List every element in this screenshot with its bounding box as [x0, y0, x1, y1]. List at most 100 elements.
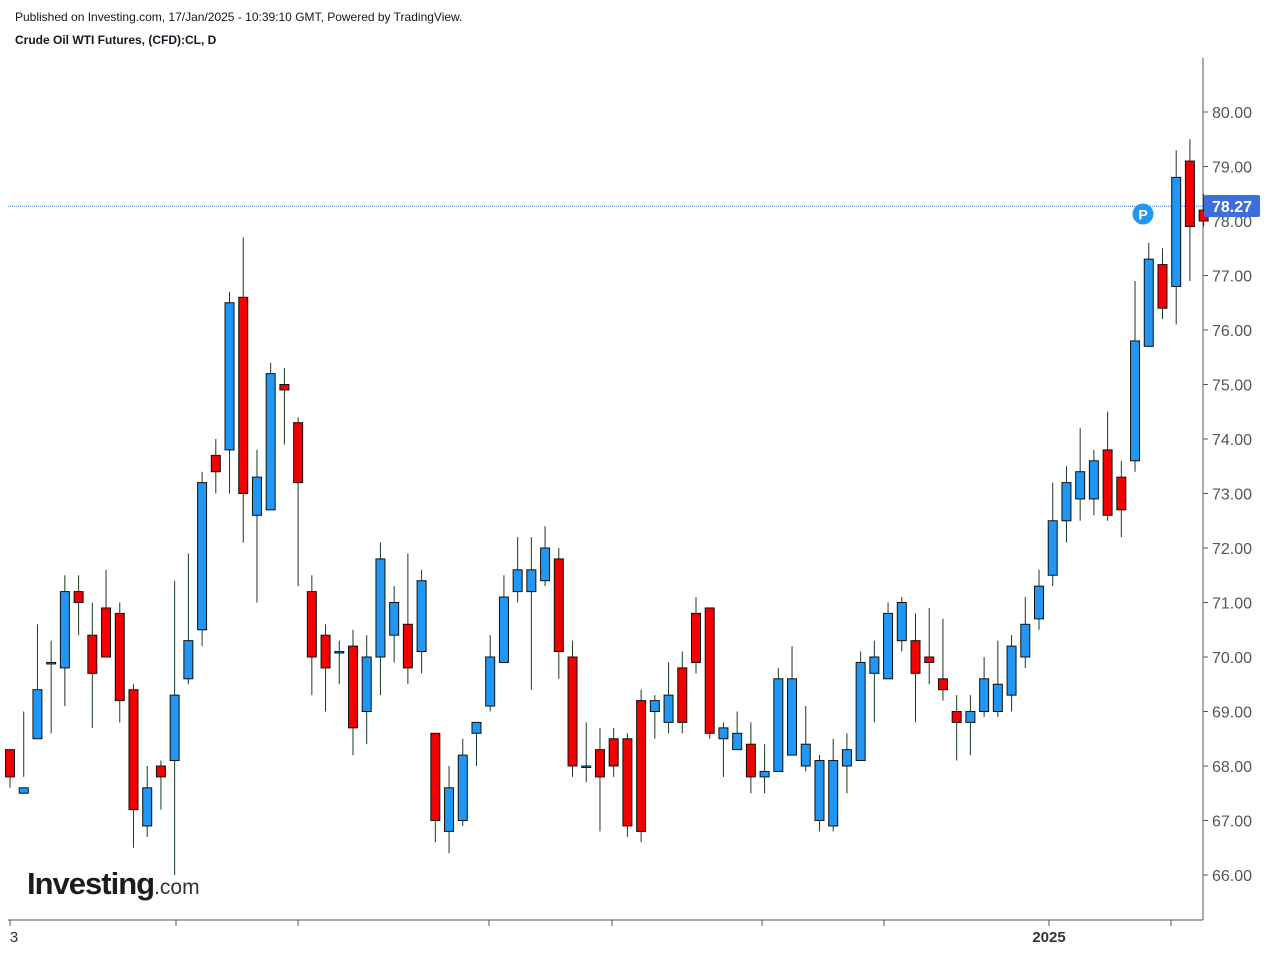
candle	[1006, 635, 1017, 712]
candle	[1116, 460, 1127, 538]
candle	[896, 597, 907, 652]
candle	[1088, 449, 1099, 516]
investing-logo: Investing.com	[27, 866, 200, 902]
candle	[32, 624, 43, 740]
candle-body	[265, 373, 276, 511]
candle-body	[979, 678, 990, 712]
candle-body	[745, 743, 756, 778]
candle	[361, 635, 372, 745]
price-tick-label: 68.00	[1212, 759, 1252, 776]
price-axis: 80.00 79.00 78.00 77.00 76.00 75.00 74.00 73.00…	[1203, 105, 1252, 885]
candle-body	[910, 640, 921, 674]
candle	[389, 586, 400, 663]
candle-body	[183, 640, 194, 680]
candle	[1047, 482, 1058, 587]
candle	[677, 651, 688, 734]
candle-body	[841, 749, 852, 767]
candle	[498, 575, 509, 663]
candle	[375, 542, 386, 696]
candle-body	[1075, 471, 1086, 500]
candle	[526, 537, 537, 690]
candle-body	[1061, 482, 1072, 522]
candle	[87, 602, 98, 728]
candle	[773, 667, 784, 772]
candle	[704, 607, 715, 739]
candle	[444, 766, 455, 854]
candle	[732, 711, 743, 751]
logo-brand: Investing	[27, 866, 155, 901]
candle-body	[1184, 160, 1195, 227]
candle-body	[540, 547, 551, 582]
candle	[169, 580, 180, 875]
candle	[430, 732, 441, 843]
candle	[636, 689, 647, 843]
candle	[869, 640, 880, 723]
candle	[101, 569, 112, 658]
candle	[1061, 466, 1072, 543]
candle-body	[581, 765, 592, 768]
candle-body	[965, 711, 976, 723]
candle-body	[334, 651, 345, 654]
candle-body	[457, 754, 468, 821]
candle-body	[512, 569, 523, 593]
candle	[224, 291, 235, 494]
last-price-label: 78.27	[1204, 195, 1260, 217]
candle-body	[320, 634, 331, 669]
candles	[5, 139, 1209, 875]
candle	[649, 695, 660, 739]
price-tick-label: 80.00	[1212, 105, 1252, 122]
price-tick-label: 76.00	[1212, 323, 1252, 340]
candle-body	[210, 454, 221, 473]
published-info: Published on Investing.com, 17/Jan/2025 …	[15, 10, 463, 24]
candle	[210, 439, 221, 494]
candle-body	[1143, 258, 1154, 347]
candle	[1157, 248, 1168, 320]
candle-body	[636, 700, 647, 832]
candle-body	[992, 683, 1003, 712]
candle-body	[485, 656, 496, 707]
candle	[937, 618, 948, 701]
candle	[1143, 242, 1154, 347]
candle	[485, 635, 496, 712]
p-badge[interactable]: P	[1132, 203, 1154, 225]
last-price-label-bg	[1204, 195, 1260, 217]
candle	[73, 575, 84, 636]
candle	[1130, 280, 1141, 472]
candle	[1034, 569, 1044, 630]
candle	[883, 602, 894, 680]
candle-body	[5, 749, 15, 778]
candle-body	[142, 787, 153, 827]
candle	[814, 755, 825, 832]
candle-body	[169, 694, 180, 762]
price-tick-label: 74.00	[1212, 432, 1252, 449]
price-tick-label: 75.00	[1212, 378, 1252, 395]
candle-body	[759, 770, 770, 778]
price-tick-label: 71.00	[1212, 596, 1252, 613]
candle-body	[18, 787, 29, 794]
price-tick-label: 69.00	[1212, 705, 1252, 722]
time-axis: 3 2025	[9, 920, 1172, 946]
candle	[265, 362, 276, 511]
candle-body	[883, 612, 894, 680]
candle	[1102, 411, 1113, 521]
candle-body	[1088, 460, 1099, 500]
candle-body	[1020, 623, 1031, 658]
candle	[1020, 597, 1031, 668]
candle-body	[937, 678, 948, 691]
candle-body	[224, 302, 235, 451]
candle	[787, 646, 798, 756]
candle	[306, 575, 317, 696]
candle-body	[348, 645, 358, 729]
candle-body	[896, 602, 907, 642]
candle-body	[677, 667, 688, 723]
p-badge-label: P	[1138, 207, 1147, 223]
price-tick-label: 66.00	[1212, 868, 1252, 885]
candle	[402, 553, 413, 685]
candle-body	[924, 656, 935, 663]
candle	[924, 607, 935, 685]
candle	[18, 711, 29, 794]
candle	[828, 738, 839, 832]
candle	[59, 575, 70, 707]
candle-body	[622, 738, 633, 827]
